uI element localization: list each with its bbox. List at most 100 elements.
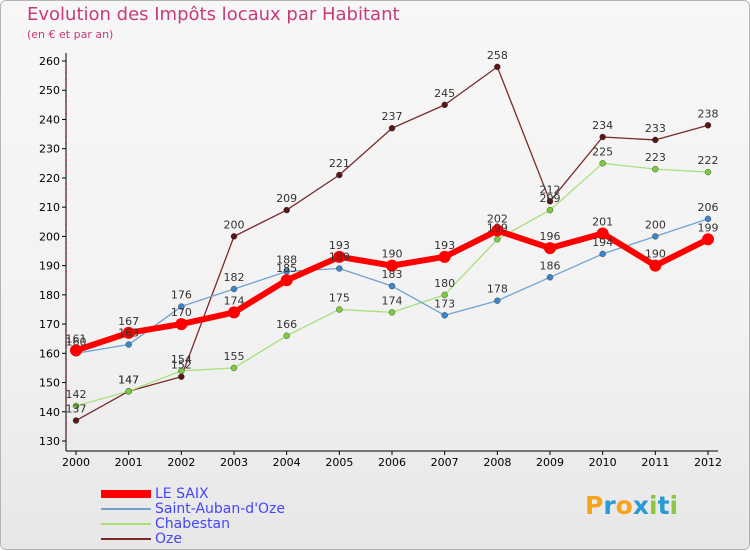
data-point: [441, 291, 448, 299]
data-label: 199: [698, 221, 719, 234]
x-tick-label: 2006: [378, 456, 406, 469]
data-point: [702, 233, 714, 246]
data-label: 161: [66, 332, 87, 345]
data-point: [230, 285, 238, 293]
legend-label: Saint-Auban-d'Oze: [155, 501, 286, 517]
x-tick-label: 2012: [694, 456, 722, 469]
x-tick-label: 2005: [325, 456, 353, 469]
data-point: [438, 250, 451, 263]
data-point: [122, 326, 135, 339]
data-point: [704, 122, 712, 129]
y-tick-label: 140: [39, 406, 60, 419]
data-label: 152: [171, 359, 192, 372]
chart-subtitle: (en € et par an): [27, 28, 114, 41]
y-tick-label: 200: [39, 230, 60, 243]
data-label: 183: [382, 268, 403, 281]
data-label: 174: [224, 294, 245, 307]
data-point: [652, 136, 659, 144]
logo-letter: o: [615, 491, 633, 520]
x-tick-label: 2011: [641, 456, 669, 469]
data-point: [336, 171, 343, 179]
data-point: [652, 165, 659, 173]
logo-letter: P: [585, 491, 604, 520]
data-label: 137: [66, 403, 87, 416]
data-point: [230, 233, 238, 240]
data-point: [441, 312, 448, 319]
data-point: [704, 168, 712, 176]
legend-swatch: [101, 508, 151, 510]
data-label: 200: [224, 218, 245, 231]
y-tick-label: 150: [39, 377, 60, 390]
data-label: 185: [276, 262, 297, 275]
data-point: [386, 259, 398, 272]
logo-letter: r: [603, 491, 616, 520]
data-label: 154: [171, 353, 192, 366]
data-point: [649, 259, 662, 272]
data-point: [125, 341, 132, 348]
y-tick-label: 180: [39, 289, 60, 302]
data-point: [546, 198, 554, 205]
legend-swatch: [101, 490, 151, 498]
y-tick-label: 220: [39, 172, 60, 185]
data-point: [178, 373, 185, 380]
data-point: [491, 224, 504, 237]
data-point: [333, 250, 346, 263]
data-label: 193: [329, 239, 350, 252]
data-label: 189: [329, 251, 350, 264]
data-label: 206: [698, 201, 719, 214]
data-label: 190: [645, 248, 666, 261]
data-point: [704, 215, 712, 223]
data-label: 201: [592, 215, 613, 228]
legend-label: Oze: [155, 531, 182, 547]
data-point: [178, 303, 185, 310]
data-label: 147: [118, 373, 139, 386]
data-label: 193: [434, 239, 455, 252]
data-label: 238: [698, 107, 719, 120]
x-tick-label: 2008: [483, 456, 511, 469]
data-point: [72, 402, 80, 410]
data-label: 160: [66, 335, 87, 348]
data-label: 180: [434, 277, 455, 290]
y-tick-label: 210: [39, 201, 60, 214]
data-point: [544, 242, 556, 255]
data-label: 142: [66, 388, 87, 401]
data-point: [599, 133, 606, 141]
data-point: [283, 206, 290, 214]
data-label: 221: [329, 157, 350, 170]
legend-label: LE SAIX: [155, 486, 209, 502]
y-tick-label: 190: [39, 260, 60, 273]
data-label: 200: [645, 218, 666, 231]
data-point: [230, 364, 238, 372]
logo-letter: t: [657, 491, 670, 520]
x-tick-label: 2002: [167, 456, 195, 469]
data-point: [599, 250, 606, 258]
proxiti-logo: Proxiti: [585, 491, 678, 520]
data-point: [178, 367, 185, 375]
data-label: 258: [487, 49, 508, 62]
data-label: 222: [698, 154, 719, 167]
x-tick-label: 2010: [589, 456, 617, 469]
logo-letter: i: [669, 491, 679, 520]
data-label: 223: [645, 151, 666, 164]
data-point: [546, 206, 554, 214]
data-label: 237: [382, 110, 403, 123]
y-tick-label: 260: [39, 55, 60, 68]
logo-letter: x: [632, 491, 649, 520]
x-tick-label: 2003: [220, 456, 248, 469]
data-label: 225: [592, 145, 613, 158]
data-point: [441, 101, 448, 109]
data-label: 163: [118, 327, 139, 340]
y-tick-label: 240: [39, 113, 60, 126]
data-label: 182: [224, 271, 245, 284]
data-point: [72, 417, 80, 424]
data-label: 186: [540, 259, 561, 272]
data-label: 147: [118, 373, 139, 386]
data-label: 233: [645, 122, 666, 135]
data-point: [175, 318, 188, 331]
x-tick-label: 2009: [536, 456, 564, 469]
data-label: 209: [276, 192, 297, 205]
data-point: [388, 125, 396, 132]
logo-letter: i: [649, 491, 658, 520]
